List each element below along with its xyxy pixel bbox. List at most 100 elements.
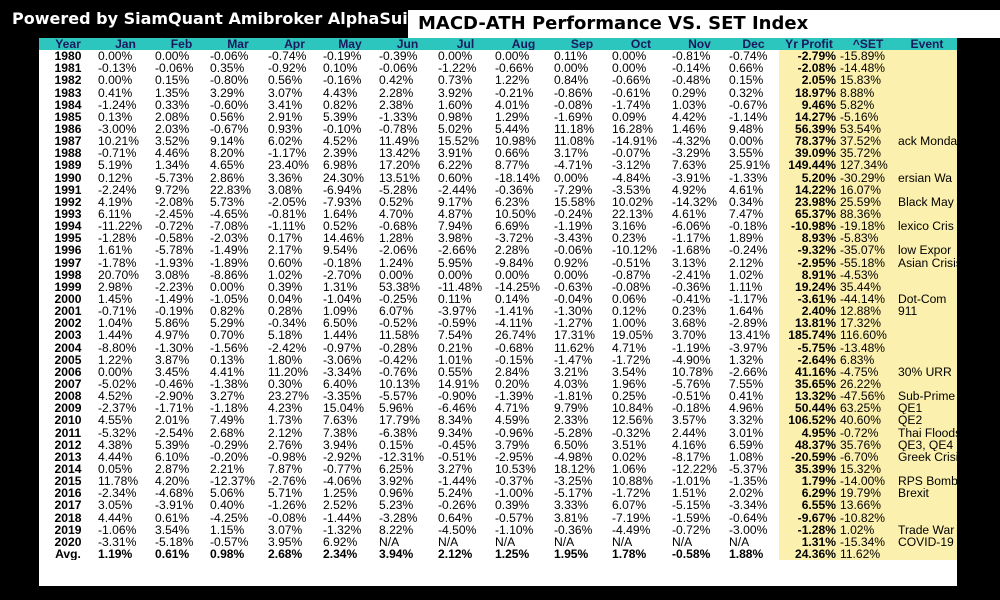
cell-aug: -9.84%	[495, 256, 534, 269]
cell-jun: 4.70%	[379, 208, 414, 221]
cell-oct: 1.96%	[612, 377, 647, 391]
cell-nov: -1.68%	[672, 244, 711, 257]
cell-aug: 2.84%	[495, 365, 530, 378]
table-row: 1996 1.61% -5.78% -1.49% 2.17% 9.54% -2.06% -2.…	[39, 244, 957, 257]
cell-yr-profit: -2.08%	[779, 62, 839, 75]
cell-mar: 3.27%	[210, 390, 245, 403]
cell-jan: 1.04%	[98, 317, 133, 330]
cell-jul: 6.22%	[438, 159, 473, 172]
cell-feb: -0.06%	[155, 62, 194, 75]
cell-feb: -2.54%	[155, 426, 194, 439]
cell-yr-profit: 39.09%	[779, 147, 839, 160]
cell-set: -0.72%	[839, 426, 897, 439]
column-header-set: ^SET	[839, 38, 897, 51]
cell-yr-profit: 4.95%	[779, 426, 839, 439]
cell-oct: -3.12%	[612, 159, 651, 172]
cell-jan: 11.78%	[98, 475, 139, 488]
cell-oct: 19.05%	[612, 329, 654, 342]
table-row: 2015 11.78% 4.20% -12.37% -2.76% -4.06% 3.92% -…	[39, 475, 957, 488]
cell-jul: 0.11%	[438, 293, 472, 306]
cell-feb: -5.18%	[155, 535, 194, 548]
cell-nov: 4.61%	[672, 208, 707, 221]
cell-jun: -0.42%	[379, 353, 418, 366]
cell-set: -14.00%	[839, 475, 897, 488]
avg-cell-event	[897, 547, 957, 561]
cell-set: 12.88%	[839, 305, 897, 318]
cell-year: 1980	[54, 50, 82, 63]
cell-jul: 3.92%	[438, 86, 473, 99]
column-header-feb: Feb	[154, 38, 209, 51]
cell-apr: 0.17%	[268, 232, 303, 245]
cell-apr: -0.74%	[268, 50, 307, 63]
cell-jun: 0.15%	[379, 438, 414, 451]
cell-dec: 7.47%	[729, 208, 764, 221]
avg-cell-feb: 0.61%	[155, 547, 190, 561]
table-row: 1997 -1.78% -1.93% -1.89% 0.60% -0.18% 1.24% 5.…	[39, 256, 957, 269]
cell-may: 7.63%	[323, 414, 358, 427]
cell-sep: -4.98%	[554, 450, 593, 463]
cell-may: -0.19%	[323, 50, 362, 63]
avg-cell-oct: 1.78%	[612, 547, 647, 561]
title-box: MACD-ATH Performance VS. SET Index	[408, 10, 1000, 38]
cell-may: 1.31%	[323, 280, 358, 293]
cell-year: 1992	[54, 195, 82, 209]
table-row: 1998 20.70% 3.08% -8.86% 1.02% -2.70% 0.00% 0.0…	[39, 268, 957, 281]
cell-jan: 1.44%	[98, 329, 133, 342]
cell-set: 127.34%	[839, 159, 897, 172]
cell-aug: 8.77%	[495, 159, 530, 172]
cell-year: 1985	[54, 110, 82, 124]
cell-event	[897, 110, 957, 124]
cell-jun: 0.52%	[379, 195, 414, 209]
cell-oct: -0.32%	[612, 426, 651, 439]
table-row: 2002 1.04% 5.86% 5.29% -0.34% 6.50% -0.52% -0.5…	[39, 317, 957, 330]
cell-jul: 7.94%	[438, 220, 473, 233]
cell-nov: -12.22%	[672, 462, 718, 476]
cell-dec: -1.17%	[729, 293, 768, 306]
cell-jul: -6.46%	[438, 402, 477, 415]
table-row: 1999 2.98% -2.23% 0.00% 0.39% 1.31% 53.38% -11.…	[39, 280, 957, 293]
cell-apr: 0.60%	[268, 256, 303, 269]
cell-yr-profit: 50.44%	[779, 402, 839, 415]
cell-nov: 1.03%	[672, 98, 707, 111]
cell-apr: 4.23%	[268, 402, 303, 415]
cell-may: 5.39%	[323, 110, 358, 124]
cell-jul: 5.02%	[438, 123, 473, 136]
cell-dec: 25.91%	[729, 159, 771, 172]
cell-sep: -7.29%	[554, 183, 593, 196]
cell-dec: 1.11%	[729, 280, 763, 293]
cell-oct: -7.19%	[612, 511, 651, 524]
cell-jul: 8.34%	[438, 414, 473, 427]
cell-set: 40.60%	[839, 414, 897, 427]
cell-feb: 0.00%	[155, 50, 190, 63]
cell-may: 4.52%	[323, 135, 358, 148]
cell-dec: 1.64%	[729, 305, 764, 318]
cell-feb: -5.78%	[155, 244, 194, 257]
cell-mar: 2.86%	[210, 171, 245, 184]
cell-event	[897, 208, 957, 221]
cell-oct: 10.02%	[612, 195, 654, 209]
cell-apr: 1.73%	[268, 414, 303, 427]
cell-sep: 11.62%	[554, 341, 595, 354]
cell-aug: -0.37%	[495, 475, 534, 488]
cell-nov: -6.06%	[672, 220, 711, 233]
cell-aug: -1.00%	[495, 487, 534, 500]
cell-set: 35.72%	[839, 147, 897, 160]
cell-apr: -0.08%	[268, 511, 307, 524]
cell-jun: 0.00%	[379, 268, 414, 281]
cell-sep: -1.47%	[554, 353, 593, 366]
avg-cell-year: Avg.	[55, 547, 81, 561]
cell-nov: 4.92%	[672, 183, 707, 196]
cell-year: 1989	[54, 159, 82, 172]
cell-set: 35.44%	[839, 280, 897, 293]
cell-sep: 0.92%	[554, 256, 589, 269]
cell-jun: 5.96%	[379, 402, 414, 415]
cell-yr-profit: 14.22%	[779, 183, 839, 196]
column-header-mar: Mar	[209, 38, 267, 51]
cell-year: 2001	[54, 305, 82, 318]
cell-event: COVID-19	[897, 535, 957, 548]
cell-jan: -1.28%	[98, 232, 137, 245]
performance-table: Year Jan Feb Mar Apr May Jun Jul Aug Sep Oct Nov Dec…	[39, 38, 957, 561]
cell-jun: -0.68%	[379, 220, 418, 233]
cell-mar: -1.49%	[210, 244, 249, 257]
cell-dec: -2.66%	[729, 365, 768, 378]
